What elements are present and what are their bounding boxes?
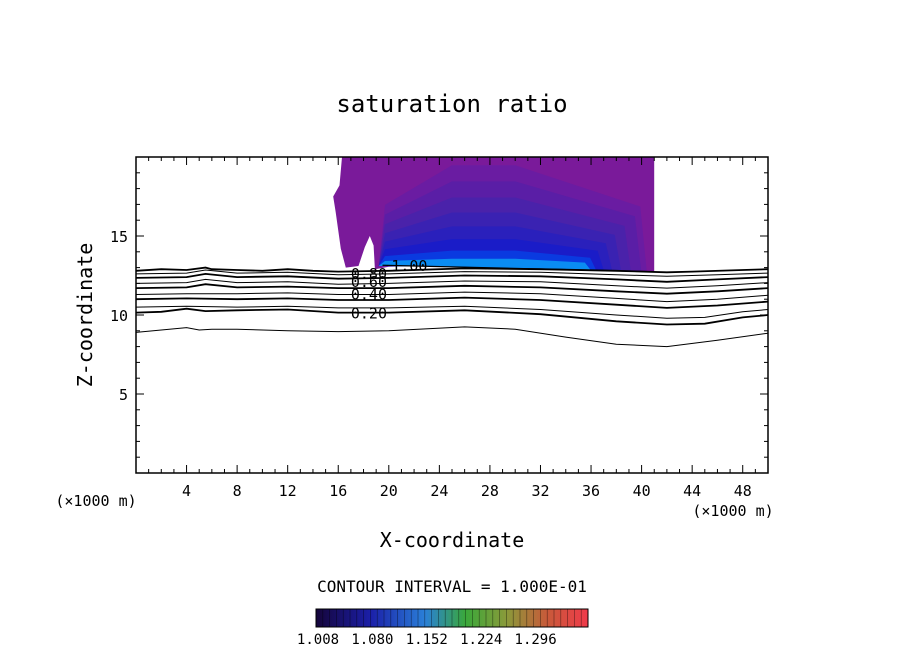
contour-line-0.6	[136, 283, 768, 295]
x-tick-labels: 4 8 12 16 20 24 28 32 36 40 44 48	[182, 482, 752, 500]
x-tick-label: 28	[481, 482, 499, 500]
colorbar-tick-labels: 1.008 1.080 1.152 1.224 1.296	[297, 632, 557, 648]
chart-title: saturation ratio	[336, 90, 567, 118]
x-tick-label: 12	[279, 482, 297, 500]
x-tick-label: 44	[683, 482, 701, 500]
contour-line-0.4	[136, 296, 768, 309]
colorbar-tick-label: 1.152	[406, 632, 448, 648]
x-tick-label: 24	[430, 482, 448, 500]
contour-label: 1.00	[391, 257, 427, 275]
contour-label: 0.20	[351, 304, 387, 322]
contour-line-0.1	[136, 326, 768, 348]
y-tick-labels: 5 10 15	[110, 228, 128, 404]
x-tick-label: 4	[182, 482, 191, 500]
contour-line-0.8	[136, 272, 768, 283]
supersaturation-fill-region	[333, 157, 655, 272]
y-tick-label: 15	[110, 228, 128, 246]
fill-level-8	[378, 258, 592, 271]
colorbar: 1.008 1.080 1.152 1.224 1.296	[297, 608, 589, 648]
x-tick-label: 48	[734, 482, 752, 500]
x-unit-left: (×1000 m)	[55, 492, 136, 510]
axis-ticks	[136, 157, 768, 473]
colorbar-tick-label: 1.296	[515, 632, 557, 648]
contour-line-1.0-core	[382, 264, 648, 273]
colorbar-tick-label: 1.008	[297, 632, 339, 648]
colorbar-tick-label: 1.224	[460, 632, 502, 648]
x-tick-label: 36	[582, 482, 600, 500]
contour-line-0.5	[136, 291, 768, 303]
y-axis-label: Z-coordinate	[73, 243, 97, 388]
x-tick-label: 16	[329, 482, 347, 500]
contour-label: 0.80	[351, 265, 387, 283]
contour-lines	[136, 264, 768, 348]
colorbar-ticks	[315, 609, 589, 627]
contour-label: 0.60	[351, 273, 387, 291]
contour-line-1.0	[136, 266, 768, 274]
x-tick-label: 40	[633, 482, 651, 500]
colorbar-tick-label: 1.080	[351, 632, 393, 648]
x-tick-label: 32	[531, 482, 549, 500]
contour-labels: 1.000.800.600.400.20	[351, 257, 428, 322]
x-tick-label: 8	[233, 482, 242, 500]
x-unit-right: (×1000 m)	[692, 502, 773, 520]
x-axis-label: X-coordinate	[380, 528, 525, 552]
x-tick-label: 20	[380, 482, 398, 500]
y-tick-label: 10	[110, 307, 128, 325]
contour-label: 0.40	[351, 285, 387, 303]
contour-interval-text: CONTOUR INTERVAL = 1.000E-01	[317, 577, 587, 596]
contour-line-0.3	[136, 305, 768, 319]
contour-line-0.9	[136, 269, 768, 277]
contour-line-0.2	[136, 307, 768, 326]
y-tick-label: 5	[119, 386, 128, 404]
contour-line-0.7	[136, 278, 768, 289]
